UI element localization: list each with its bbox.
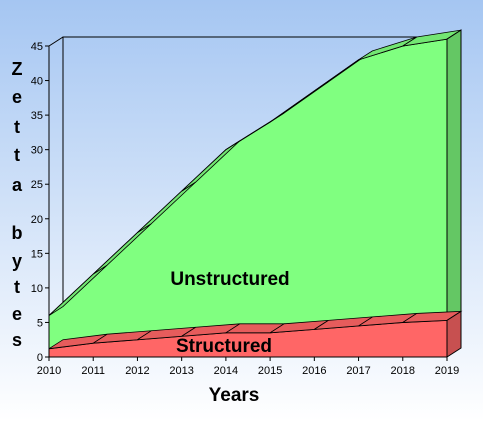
y-tick-label: 20 — [31, 214, 43, 226]
y-axis-title-letter: a — [11, 175, 22, 195]
y-axis-title-letter: Z — [11, 59, 23, 79]
y-tick-label: 10 — [31, 283, 43, 295]
y-axis-title-letter: y — [11, 251, 22, 271]
series-label-unstructured: Unstructured — [170, 269, 289, 290]
x-tick-label: 2016 — [302, 365, 326, 377]
x-tick-label: 2017 — [346, 365, 370, 377]
x-tick-label: 2018 — [391, 365, 415, 377]
y-axis-title-letter: t — [14, 277, 20, 297]
y-axis-title-letter: t — [14, 145, 20, 165]
y-tick-label: 35 — [31, 110, 43, 122]
y-axis-title-letter: t — [14, 117, 20, 137]
y-tick-label: 45 — [31, 41, 43, 53]
y-axis-title-letter: e — [11, 304, 22, 324]
x-tick-label: 2013 — [169, 365, 193, 377]
y-axis-title-letter: e — [11, 87, 22, 107]
y-axis-title-letter: s — [11, 330, 22, 350]
x-axis-title: Years — [209, 385, 260, 406]
series-unstructured — [48, 29, 462, 350]
y-tick-label: 25 — [31, 179, 43, 191]
y-axis-title-letter: b — [11, 223, 23, 243]
y-tick-label: 0 — [37, 352, 43, 364]
x-tick-label: 2011 — [81, 365, 105, 377]
y-tick-label: 40 — [31, 76, 43, 88]
x-tick-label: 2014 — [214, 365, 238, 377]
wall-depth-top — [48, 36, 64, 47]
x-tick-label: 2012 — [125, 365, 149, 377]
x-tick-label: 2015 — [258, 365, 282, 377]
y-tick-label: 5 — [37, 317, 43, 329]
x-tick-label: 2019 — [435, 365, 459, 377]
y-tick-label: 30 — [31, 145, 43, 157]
y-tick-label: 15 — [31, 248, 43, 260]
area-side-structured — [446, 310, 462, 358]
x-tick-label: 2010 — [37, 365, 61, 377]
series-structured — [48, 310, 463, 358]
series-label-structured: Structured — [176, 336, 272, 357]
area-side-unstructured — [446, 29, 462, 322]
